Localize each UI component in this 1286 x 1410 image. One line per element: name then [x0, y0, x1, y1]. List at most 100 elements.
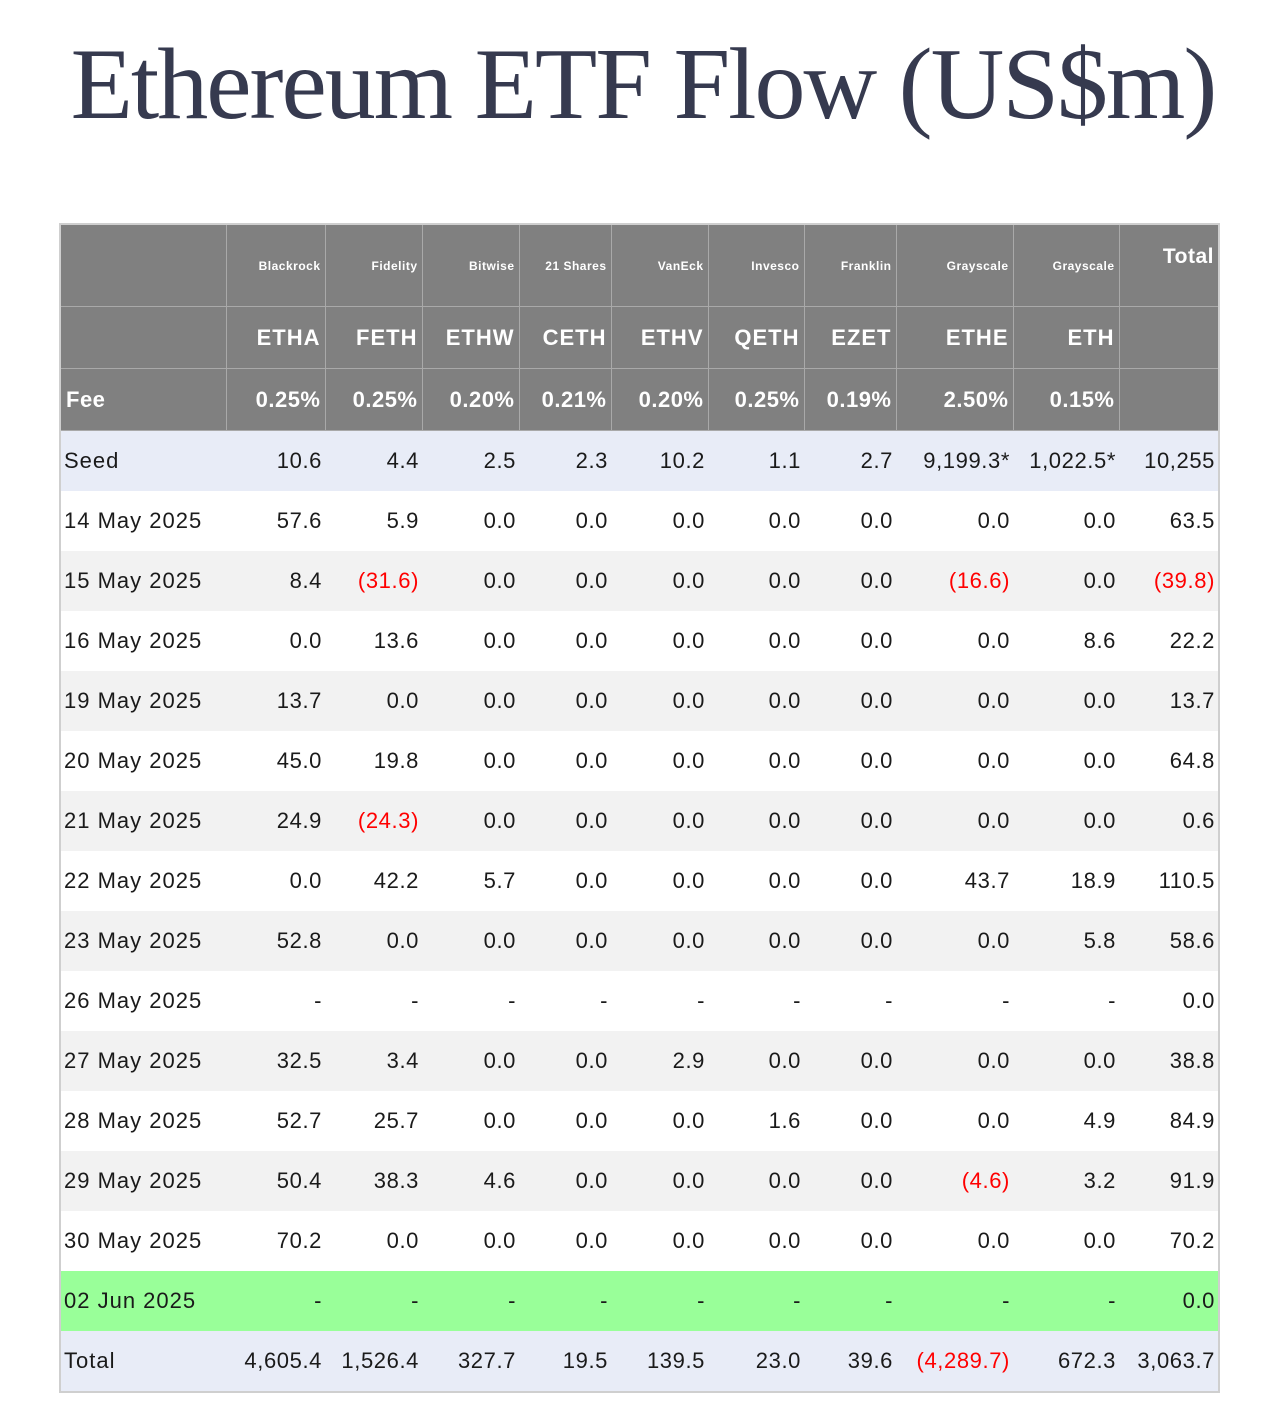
fee-ethv: 0.20% — [611, 368, 709, 431]
provider-header-invesco: Invesco — [708, 224, 805, 307]
row-total-cell: 0.6 — [1119, 791, 1219, 851]
flow-cell: 19.8 — [325, 731, 422, 791]
provider-header-bitwise: Bitwise — [422, 224, 520, 307]
flow-cell: - — [896, 1271, 1013, 1331]
flow-cell: 70.2 — [226, 1211, 325, 1271]
flow-cell: 672.3 — [1013, 1331, 1119, 1392]
flow-cell: 1.1 — [708, 430, 804, 491]
row-label: 19 May 2025 — [60, 671, 226, 731]
flow-cell: 1,526.4 — [325, 1331, 422, 1392]
flow-cell: 2.7 — [804, 430, 896, 491]
flow-cell: 0.0 — [325, 1211, 422, 1271]
fee-header-row: Fee 0.25% 0.25% 0.20% 0.21% 0.20% 0.25% … — [60, 368, 1219, 431]
flow-cell: - — [611, 971, 708, 1031]
flow-cell: 0.0 — [611, 491, 708, 551]
total-row: Total 4,605.4 1,526.4 327.7 19.5 139.5 23.0 39.… — [60, 1331, 1219, 1392]
flow-cell: - — [708, 1271, 804, 1331]
row-label: 29 May 2025 — [60, 1151, 226, 1211]
flow-cell: 10.6 — [226, 430, 325, 491]
flow-cell: 0.0 — [708, 551, 804, 611]
flow-cell: - — [519, 971, 611, 1031]
flow-cell: 0.0 — [708, 791, 804, 851]
flow-cell: 57.6 — [226, 491, 325, 551]
ticker-header-eth: ETH — [1013, 306, 1120, 369]
flow-cell: (16.6) — [896, 551, 1013, 611]
provider-header-grayscale-eth: Grayscale — [1013, 224, 1120, 307]
flow-cell: 0.0 — [896, 491, 1013, 551]
flow-cell: 327.7 — [422, 1331, 519, 1392]
flow-cell: 0.0 — [708, 611, 804, 671]
flow-cell: 0.0 — [519, 611, 611, 671]
flow-cell: 0.0 — [1013, 1211, 1119, 1271]
flow-cell: 0.0 — [519, 911, 611, 971]
flow-cell: 0.0 — [804, 791, 896, 851]
fee-eth: 0.15% — [1013, 368, 1120, 431]
flow-cell: 0.0 — [1013, 1031, 1119, 1091]
flow-cell: 0.0 — [611, 1211, 708, 1271]
flow-cell: 8.4 — [226, 551, 325, 611]
fee-ethw: 0.20% — [422, 368, 520, 431]
corner-header-cell — [60, 224, 227, 307]
row-total-cell: 13.7 — [1119, 671, 1219, 731]
flow-cell: 43.7 — [896, 851, 1013, 911]
row-total-cell: (39.8) — [1119, 551, 1219, 611]
flow-cell: 0.0 — [422, 1211, 519, 1271]
flow-cell: 0.0 — [804, 491, 896, 551]
flow-cell: 0.0 — [1013, 551, 1119, 611]
etf-flow-table: Blackrock Fidelity Bitwise 21 Shares Van… — [59, 223, 1220, 1393]
row-label: 30 May 2025 — [60, 1211, 226, 1271]
flow-cell: 0.0 — [1013, 791, 1119, 851]
flow-cell: 0.0 — [611, 731, 708, 791]
flow-cell: 0.0 — [896, 1211, 1013, 1271]
flow-cell: - — [519, 1271, 611, 1331]
ticker-header-ethv: ETHV — [611, 306, 709, 369]
fee-etha: 0.25% — [226, 368, 326, 431]
ticker-header-feth: FETH — [325, 306, 423, 369]
flow-cell: 0.0 — [422, 911, 519, 971]
flow-cell: - — [896, 971, 1013, 1031]
flow-cell: - — [708, 971, 804, 1031]
table-row: 19 May 2025 13.7 0.0 0.0 0.0 0.0 0.0 0.0 0.0 0.0 1… — [60, 671, 1219, 731]
row-label: 20 May 2025 — [60, 731, 226, 791]
flow-cell: - — [325, 1271, 422, 1331]
flow-cell: 0.0 — [896, 671, 1013, 731]
row-label: 16 May 2025 — [60, 611, 226, 671]
ticker-header-etha: ETHA — [226, 306, 326, 369]
flow-cell: 0.0 — [519, 791, 611, 851]
flow-cell: 0.0 — [519, 671, 611, 731]
row-label: 14 May 2025 — [60, 491, 226, 551]
flow-cell: 5.7 — [422, 851, 519, 911]
fee-ezet: 0.19% — [804, 368, 897, 431]
flow-cell: 0.0 — [611, 1091, 708, 1151]
flow-cell: 4,605.4 — [226, 1331, 325, 1392]
flow-cell: 0.0 — [708, 491, 804, 551]
flow-cell: 0.0 — [422, 731, 519, 791]
flow-cell: 139.5 — [611, 1331, 708, 1392]
flow-cell: 18.9 — [1013, 851, 1119, 911]
fee-ethe: 2.50% — [896, 368, 1014, 431]
flow-cell: 0.0 — [896, 611, 1013, 671]
flow-cell: 0.0 — [422, 671, 519, 731]
provider-header-vaneck: VanEck — [611, 224, 709, 307]
row-label: 23 May 2025 — [60, 911, 226, 971]
flow-cell: 0.0 — [611, 1151, 708, 1211]
row-total-cell: 38.8 — [1119, 1031, 1219, 1091]
row-label: 02 Jun 2025 — [60, 1271, 226, 1331]
fee-label: Fee — [60, 368, 227, 431]
flow-cell: - — [804, 971, 896, 1031]
provider-header-franklin: Franklin — [804, 224, 897, 307]
flow-cell: - — [226, 1271, 325, 1331]
table-row: 30 May 2025 70.2 0.0 0.0 0.0 0.0 0.0 0.0 0.0 0.0 7… — [60, 1211, 1219, 1271]
flow-cell: - — [804, 1271, 896, 1331]
flow-cell: 0.0 — [519, 491, 611, 551]
ticker-header-empty — [60, 306, 227, 369]
flow-cell: 0.0 — [226, 851, 325, 911]
flow-cell: 0.0 — [804, 851, 896, 911]
provider-header-21shares: 21 Shares — [519, 224, 612, 307]
flow-cell: 0.0 — [804, 911, 896, 971]
flow-cell: 0.0 — [804, 551, 896, 611]
flow-cell: (31.6) — [325, 551, 422, 611]
flow-cell: 0.0 — [708, 671, 804, 731]
flow-cell: 0.0 — [1013, 491, 1119, 551]
flow-table-body: Seed 10.6 4.4 2.5 2.3 10.2 1.1 2.7 9,199.3* 1,022… — [60, 430, 1219, 1392]
